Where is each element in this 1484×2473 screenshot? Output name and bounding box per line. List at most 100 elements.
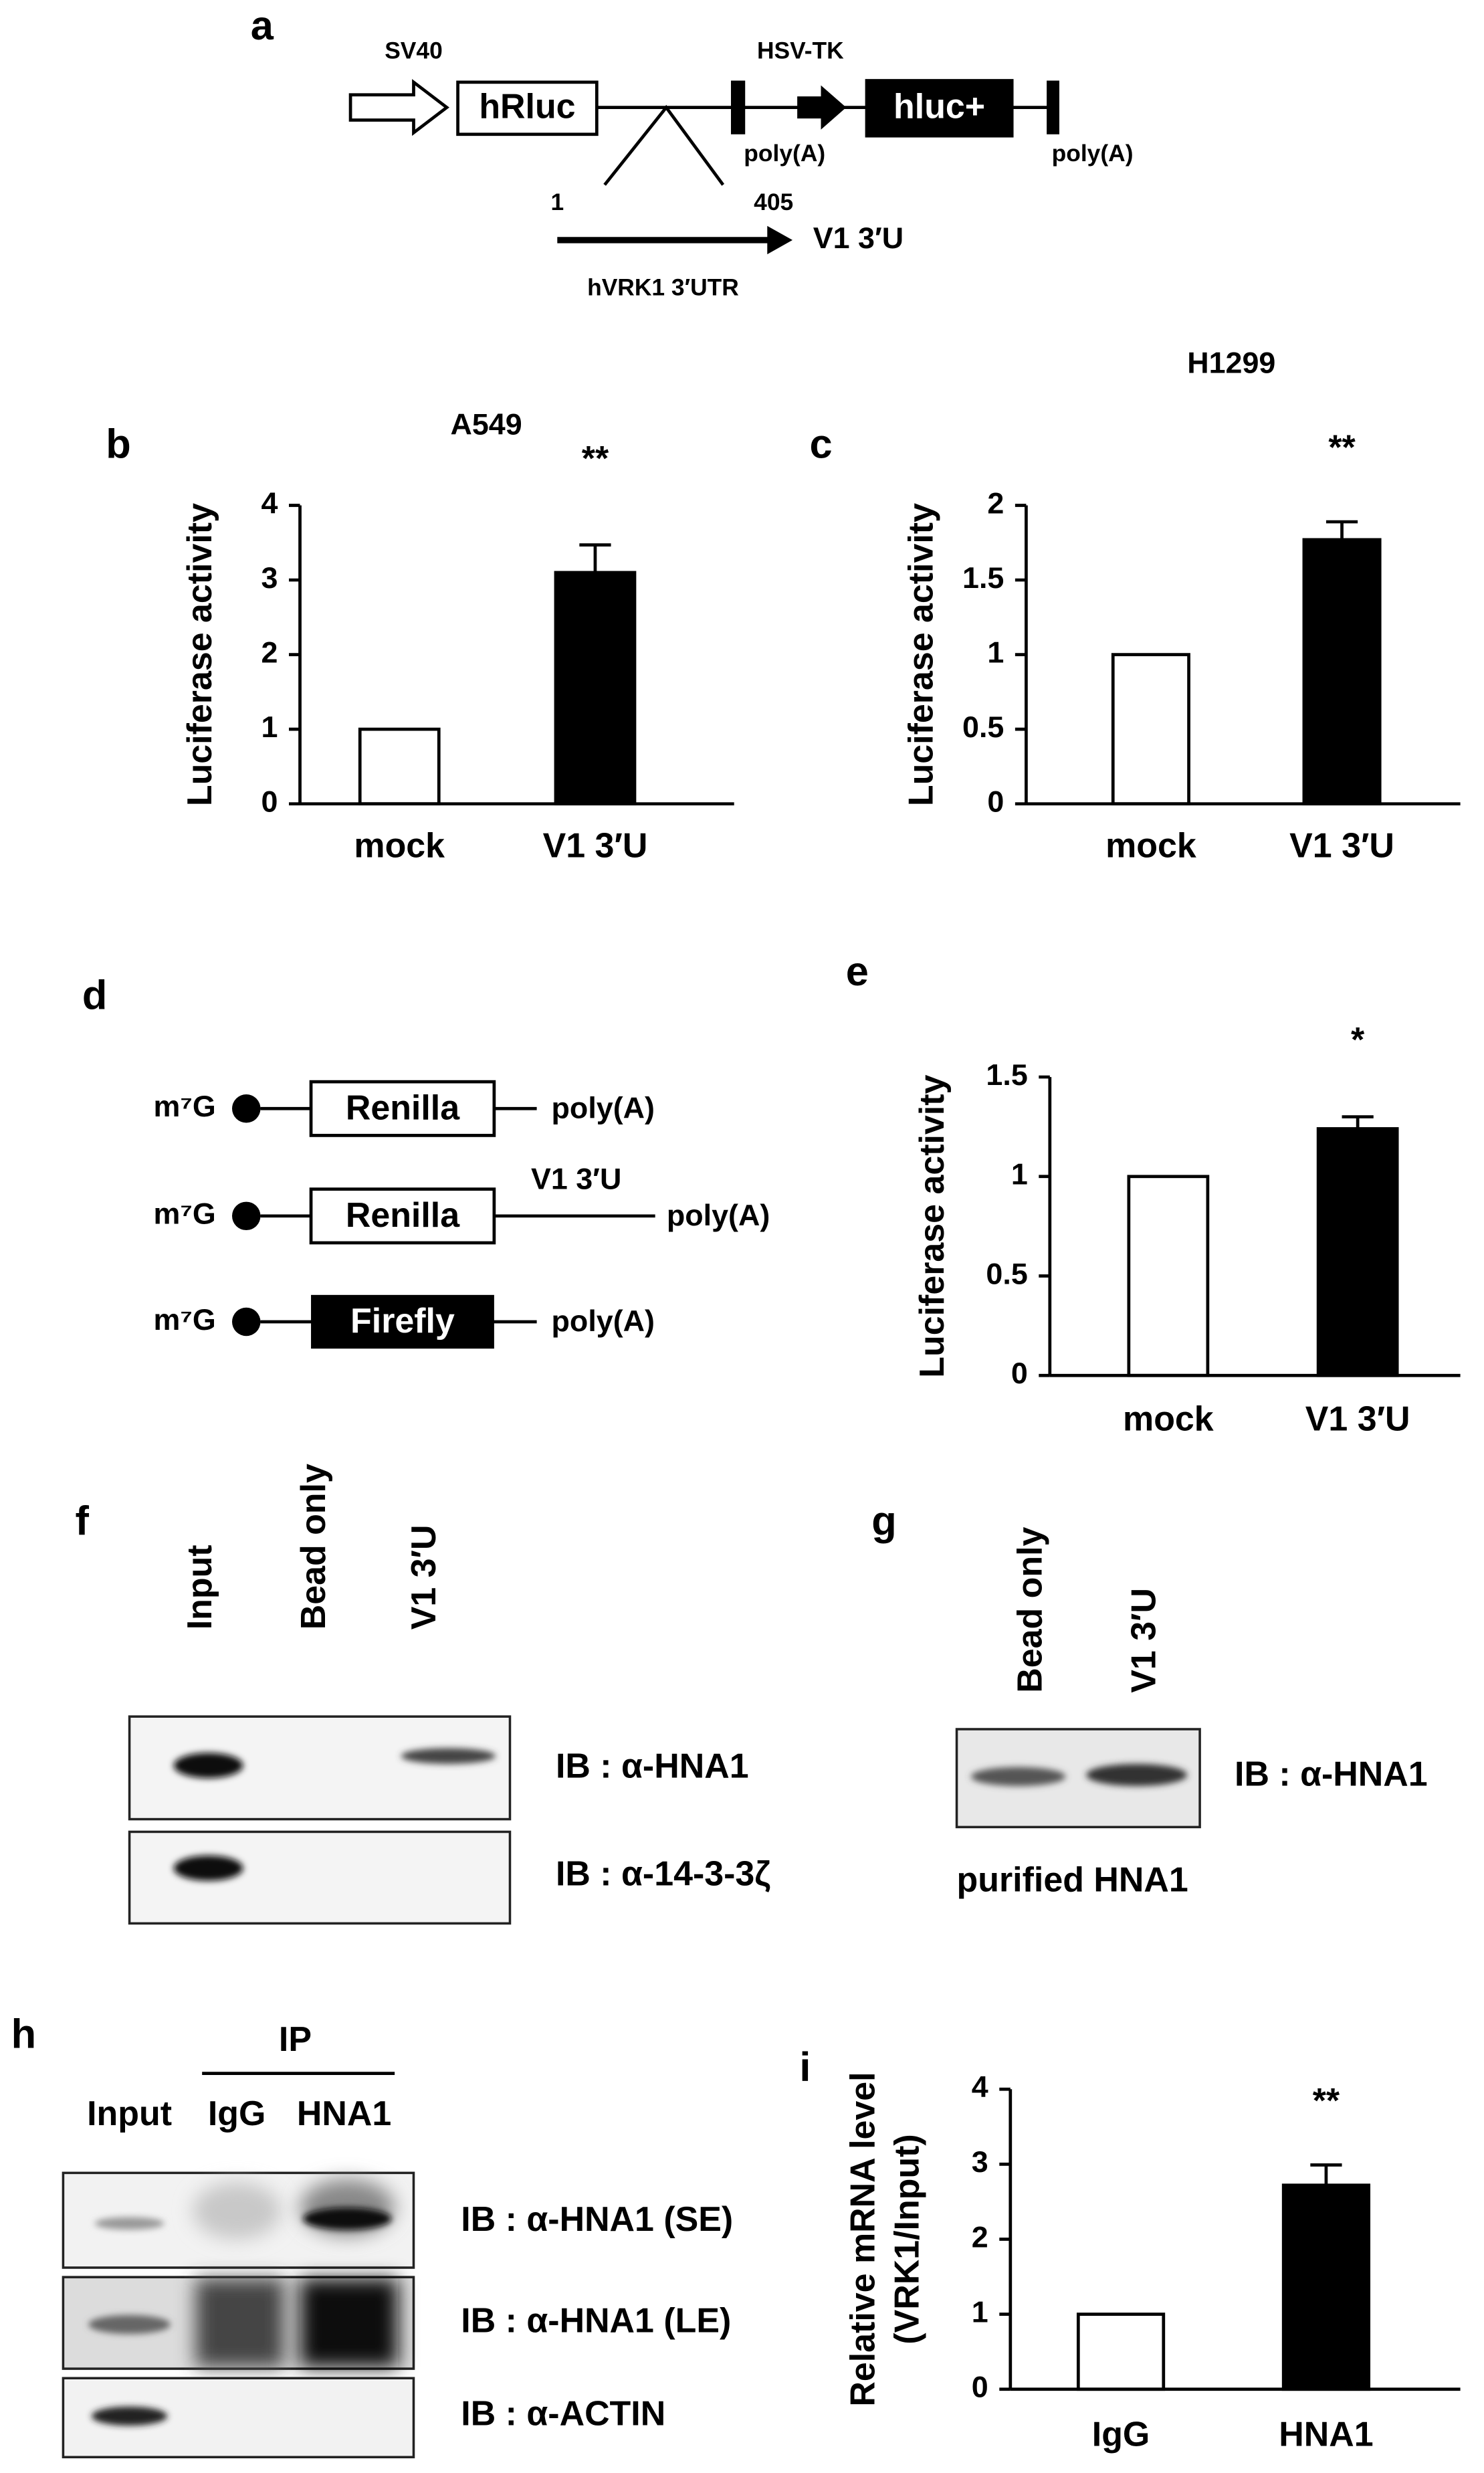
band xyxy=(970,1767,1066,1787)
y-axis-label: (VRK1/Input) xyxy=(887,2134,926,2344)
insert: V1 3′U xyxy=(531,1162,621,1196)
x-tick-label: IgG xyxy=(1092,2415,1150,2454)
lane-label: Bead only xyxy=(1011,1526,1050,1692)
promoter-arrow xyxy=(797,85,847,130)
caption: purified HNA1 xyxy=(957,1861,1188,1900)
gene-box xyxy=(456,80,599,136)
gene: Renilla xyxy=(346,1088,460,1127)
panel-a: a SV40 hRluc poly(A) HSV-TK hluc+ poly(A… xyxy=(251,3,1134,301)
significance: * xyxy=(1351,1021,1365,1060)
error-bar xyxy=(1310,2163,1342,2185)
panel-letter: i xyxy=(799,2044,811,2090)
cap: m⁷G xyxy=(154,1302,216,1337)
bar xyxy=(1316,1127,1399,1377)
y-axis-label: Luciferase activity xyxy=(913,1074,952,1377)
band xyxy=(91,2406,168,2426)
lane-label: V1 3′U xyxy=(1125,1588,1164,1693)
cap-dot xyxy=(232,1094,261,1123)
y-axis-label: Luciferase activity xyxy=(181,503,219,806)
band xyxy=(94,2217,165,2230)
y-tick-label: 1.5 xyxy=(962,561,1004,595)
y-tick-label: 1 xyxy=(972,2294,988,2329)
construct: m⁷G Renilla poly(A) xyxy=(154,1080,655,1137)
y-tick-label: 2 xyxy=(972,2219,988,2254)
polya-bar xyxy=(730,80,746,134)
chart: e Luciferase activity 0 0.5 1 1.5 mock V1 3′U * xyxy=(846,949,1461,1438)
panel-d: d m⁷G Renilla poly(A) m⁷G Renilla V1 3′U… xyxy=(82,972,770,1349)
lane-label: Input xyxy=(181,1545,219,1629)
smear xyxy=(192,2182,282,2240)
y-tick-label: 0.5 xyxy=(986,1256,1027,1290)
panel-h: h IP Input IgG HNA1 IB : α-HNA1 (SE) IB … xyxy=(11,2011,733,2459)
panel-letter: e xyxy=(846,949,869,995)
y-tick-label: 0.5 xyxy=(962,710,1004,744)
label: 1 xyxy=(550,189,564,215)
bar xyxy=(1127,1175,1210,1377)
band xyxy=(1086,1763,1188,1787)
cap-dot xyxy=(232,1307,261,1337)
band xyxy=(303,2207,392,2230)
y-tick-label: 0 xyxy=(972,2370,988,2404)
label: V1 3′U xyxy=(813,221,904,255)
x-tick-label: mock xyxy=(354,827,445,866)
tail: poly(A) xyxy=(552,1304,655,1338)
cap: m⁷G xyxy=(154,1089,216,1123)
cap-dot xyxy=(232,1201,261,1231)
panel-letter: a xyxy=(251,3,274,49)
y-tick-label: 1 xyxy=(1011,1157,1028,1191)
band xyxy=(173,1753,243,1779)
x-tick-label: V1 3′U xyxy=(1289,827,1394,866)
band xyxy=(88,2314,171,2335)
blot-label: IB : α-HNA1 xyxy=(556,1747,749,1786)
band xyxy=(401,1748,496,1764)
gene-box xyxy=(311,1294,494,1349)
panel-letter: f xyxy=(76,1498,90,1544)
panel-letter: b xyxy=(106,421,130,467)
bar xyxy=(554,571,637,806)
group-label: IP xyxy=(279,2020,312,2059)
chart: b A549 Luciferase activity 0 1 2 3 4 mock V1 3′U *… xyxy=(106,407,734,866)
chart-title: A549 xyxy=(450,407,522,441)
lane-label: IgG xyxy=(208,2094,266,2133)
construct: m⁷G Firefly poly(A) xyxy=(154,1294,655,1349)
gene-box xyxy=(309,1187,496,1245)
bar xyxy=(358,727,441,806)
gene: Renilla xyxy=(346,1196,460,1235)
bar xyxy=(1111,653,1190,806)
y-tick-label: 3 xyxy=(261,561,278,595)
cap: m⁷G xyxy=(154,1197,216,1231)
y-tick-label: 4 xyxy=(261,486,278,520)
chart-title: H1299 xyxy=(1187,345,1275,379)
y-tick-label: 2 xyxy=(987,486,1004,520)
polya-bar xyxy=(1047,80,1059,134)
y-tick-label: 3 xyxy=(972,2145,988,2179)
label: hluc+ xyxy=(893,88,985,126)
blot-label: IB : α-ACTIN xyxy=(461,2395,665,2434)
panel-letter: g xyxy=(871,1498,896,1544)
blot-label: IB : α-HNA1 (LE) xyxy=(461,2301,731,2340)
label: poly(A) xyxy=(744,140,825,167)
label: hRluc xyxy=(479,88,575,126)
significance: ** xyxy=(582,439,609,478)
label: HSV-TK xyxy=(757,37,844,64)
smear xyxy=(195,2278,284,2367)
x-tick-label: V1 3′U xyxy=(1305,1399,1410,1438)
y-tick-label: 0 xyxy=(987,785,1004,819)
error-bar xyxy=(579,543,611,573)
chart: c H1299 Luciferase activity 0 0.5 1 1.5 2 mock V1… xyxy=(809,345,1461,866)
blot xyxy=(62,2377,415,2459)
label: 405 xyxy=(754,189,793,215)
y-axis-label: Relative mRNA level xyxy=(843,2072,882,2406)
x-tick-label: mock xyxy=(1105,827,1196,866)
bar xyxy=(1281,2183,1371,2391)
insert-lines xyxy=(603,104,725,186)
lane-label: Bead only xyxy=(294,1464,333,1629)
arrowhead xyxy=(767,225,793,255)
significance: ** xyxy=(1313,2082,1340,2120)
panel-letter: d xyxy=(82,972,107,1018)
panel-letter: c xyxy=(809,421,832,467)
blot-label: IB : α-14-3-3ζ xyxy=(556,1854,770,1893)
label: poly(A) xyxy=(1052,140,1134,167)
